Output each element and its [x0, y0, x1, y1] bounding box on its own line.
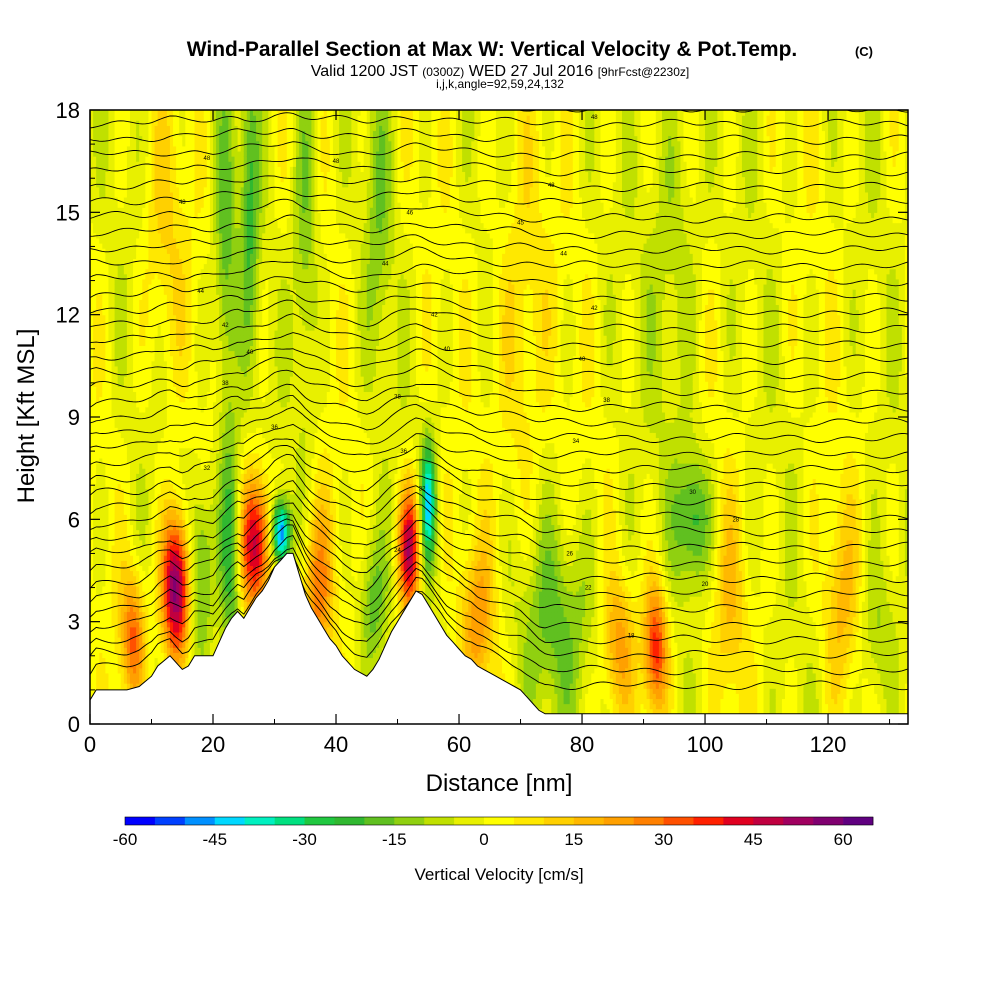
chart-title: Wind-Parallel Section at Max W: Vertical… — [187, 38, 798, 61]
forecast-info: [9hrFcst@2230z] — [598, 65, 690, 79]
valid-prefix: Valid 1200 JST — [311, 63, 419, 80]
vertical-velocity-field — [90, 110, 909, 725]
cross-section-figure: Wind-Parallel Section at Max W: Vertical… — [0, 0, 1000, 1000]
plot-area: 4848484848464544444442424240404038383836… — [90, 96, 909, 725]
chart-title-tag: (C) — [855, 44, 873, 59]
section-indices: i,j,k,angle=92,59,24,132 — [436, 77, 564, 91]
